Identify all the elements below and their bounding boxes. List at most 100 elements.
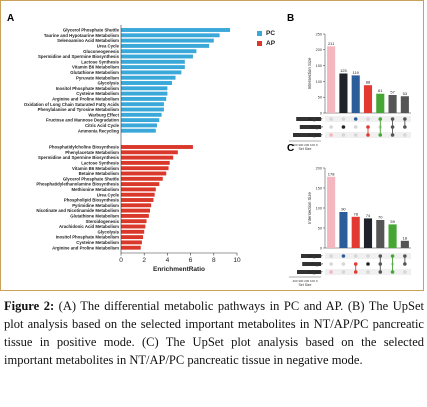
upset-y-tick-label-1: 50 bbox=[318, 226, 322, 230]
matrix-dot-0-0 bbox=[329, 254, 333, 258]
category-label-pc-16: Warburg Effect bbox=[88, 112, 119, 117]
x-axis-title: EnrichmentRatio bbox=[153, 266, 205, 273]
bar-ap-7 bbox=[121, 182, 160, 187]
matrix-dot-3-1 bbox=[366, 125, 370, 129]
category-label-ap-11: Pyrimidine Metabolism bbox=[72, 203, 119, 208]
intersection-bar-1 bbox=[339, 73, 348, 113]
matrix-dot-1-2 bbox=[341, 270, 346, 274]
panel-b-letter: B bbox=[287, 13, 294, 24]
category-label-ap-18: Cysteine Metabolism bbox=[76, 240, 119, 245]
category-label-pc-11: Inositol Phosphate Metabolism bbox=[56, 86, 119, 91]
bar-pc-5 bbox=[121, 54, 193, 59]
category-label-pc-8: Glutathione Metabolism bbox=[70, 70, 119, 75]
upset-y-tick-label-2: 100 bbox=[316, 80, 322, 84]
matrix-dot-2-0 bbox=[353, 254, 358, 258]
intersection-value-5: 59 bbox=[390, 219, 395, 224]
category-label-ap-4: Vitamin B6 Metabolism bbox=[72, 166, 119, 171]
intersection-value-5: 57 bbox=[390, 89, 395, 94]
bar-pc-16 bbox=[121, 112, 162, 117]
category-label-pc-15: Phenylalanine and Tyrosine Metabolism bbox=[38, 107, 120, 112]
bar-ap-17 bbox=[121, 235, 144, 240]
intersection-value-6: 53 bbox=[403, 91, 408, 96]
intersection-bar-6 bbox=[400, 240, 409, 248]
intersection-bar-2 bbox=[351, 216, 360, 248]
set-name-0: AP_NCT bbox=[308, 117, 324, 121]
bar-pc-9 bbox=[121, 75, 176, 80]
category-label-pc-1: Taurine and Hypotaurine Metabolism bbox=[44, 33, 119, 38]
set-name-2: PC_NCT bbox=[308, 270, 324, 274]
upset-y-title: Intersection Size bbox=[307, 57, 312, 89]
intersection-value-1: 125 bbox=[340, 68, 347, 73]
panel-c-letter: C bbox=[287, 143, 294, 154]
bar-pc-15 bbox=[121, 107, 164, 112]
intersection-bar-6 bbox=[400, 96, 409, 113]
upset-y-tick-label-0: 0 bbox=[320, 111, 322, 115]
category-label-pc-17: Fructose and Mannose Degradation bbox=[46, 118, 119, 123]
intersection-value-6: 18 bbox=[403, 235, 408, 240]
bar-pc-17 bbox=[121, 118, 160, 123]
matrix-dot-0-1 bbox=[329, 125, 333, 129]
bar-ap-13 bbox=[121, 213, 149, 218]
category-label-ap-17: Inositol Phosphate Metabolism bbox=[56, 235, 119, 240]
bar-pc-19 bbox=[121, 128, 156, 133]
matrix-dot-0-2 bbox=[329, 133, 333, 137]
bar-ap-1 bbox=[121, 150, 178, 155]
category-label-ap-13: Glutathione Metabolism bbox=[70, 214, 119, 219]
category-label-pc-2: Selenoamino Acid Metabolism bbox=[57, 38, 119, 43]
intersection-value-2: 119 bbox=[353, 70, 360, 75]
bar-pc-11 bbox=[121, 86, 168, 91]
x-tick-label-3: 6 bbox=[189, 257, 193, 264]
panel-b-upset: 0 50 100 150 200 250 Intersection Size 211 125 11… bbox=[289, 32, 411, 151]
category-label-pc-18: Citric Acid Cycle bbox=[85, 123, 120, 128]
category-label-pc-12: Cysteine Metabolism bbox=[76, 91, 119, 96]
matrix-dot-2-1 bbox=[353, 125, 358, 129]
category-label-ap-19: Arginine and Proline Metabolism bbox=[52, 245, 119, 250]
bar-ap-16 bbox=[121, 229, 145, 234]
matrix-dot-2-2 bbox=[353, 133, 358, 137]
intersection-bar-3 bbox=[363, 85, 373, 113]
matrix-dot-2-0 bbox=[353, 117, 358, 121]
set-size-bar-0 bbox=[301, 254, 321, 258]
bar-pc-6 bbox=[121, 59, 185, 64]
matrix-dot-1-0 bbox=[341, 254, 346, 258]
upset-y-tick-label-5: 250 bbox=[316, 32, 322, 36]
set-name-0: AP_NCT bbox=[308, 254, 324, 258]
upset-y-tick-label-4: 200 bbox=[316, 166, 322, 170]
bar-ap-0 bbox=[121, 145, 193, 149]
upset-y-tick-label-3: 150 bbox=[316, 186, 322, 190]
category-label-ap-7: Phosphatidylethanolamine Biosynthesis bbox=[36, 182, 119, 187]
bar-ap-15 bbox=[121, 224, 146, 229]
bar-pc-14 bbox=[121, 102, 164, 107]
matrix-dot-3-0 bbox=[366, 254, 370, 258]
legend-label-ap: AP bbox=[266, 40, 276, 47]
upset-y-tick-label-2: 100 bbox=[316, 206, 322, 210]
x-tick-label-0: 0 bbox=[119, 257, 123, 264]
upset-y-tick-label-0: 0 bbox=[320, 246, 322, 250]
upset-y-title: Intersection Size bbox=[307, 192, 312, 224]
category-label-pc-14: Oxidation of Long Chain Saturated Fatty … bbox=[24, 102, 120, 107]
intersection-value-3: 74 bbox=[366, 213, 371, 218]
intersection-value-2: 78 bbox=[353, 211, 358, 216]
intersection-value-4: 70 bbox=[378, 215, 383, 220]
upset-y-tick-label-3: 150 bbox=[316, 64, 322, 68]
bar-pc-13 bbox=[121, 96, 167, 101]
matrix-dot-1-1 bbox=[341, 125, 346, 129]
set-name-1: PC_AP bbox=[311, 262, 324, 266]
bar-ap-5 bbox=[121, 171, 167, 176]
legend-swatch-ap bbox=[257, 41, 262, 46]
category-label-pc-9: Pyruvate Metabolism bbox=[76, 75, 119, 80]
category-label-pc-5: Spermidine and Spermine Biosynthesis bbox=[38, 54, 120, 59]
category-label-ap-2: Spermidine and Spermine Biosynthesis bbox=[38, 155, 120, 160]
intersection-bar-1 bbox=[339, 212, 348, 248]
intersection-bar-0 bbox=[327, 176, 336, 248]
bar-pc-1 bbox=[121, 33, 220, 38]
matrix-dot-6-2 bbox=[403, 133, 407, 137]
category-label-pc-6: Lactose Synthesis bbox=[81, 59, 119, 64]
panel-c-upset: 0 50 100 150 200 Intersection Size 178 90 78 74 70… bbox=[289, 166, 411, 287]
bar-ap-18 bbox=[121, 240, 142, 245]
intersection-value-1: 90 bbox=[341, 207, 346, 212]
upset-y-tick-label-1: 50 bbox=[318, 96, 322, 100]
intersection-bar-2 bbox=[351, 75, 360, 113]
bar-pc-3 bbox=[121, 43, 210, 48]
